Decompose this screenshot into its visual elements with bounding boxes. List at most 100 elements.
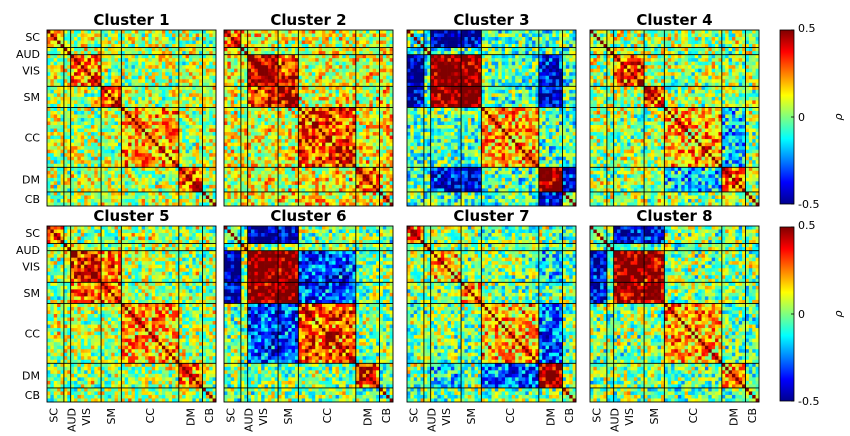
heatmap-cell (53, 40, 58, 45)
heatmap-cell (195, 37, 200, 41)
heatmap-cell (254, 114, 259, 119)
heatmap-cell (311, 58, 316, 63)
heatmap-cell (389, 167, 394, 172)
heatmap-cell (53, 128, 58, 133)
heatmap-cell (237, 128, 242, 133)
heatmap-cell (359, 149, 363, 154)
heatmap-cell (359, 198, 363, 203)
heatmap-cell (291, 128, 296, 133)
heatmap-cell (257, 128, 262, 133)
heatmap-cell (134, 121, 139, 126)
heatmap-cell (318, 61, 323, 66)
heatmap-cell (230, 96, 235, 101)
heatmap-cell (121, 125, 126, 129)
heatmap-cell (141, 110, 146, 115)
heatmap-cell (325, 156, 330, 161)
heatmap-cell (261, 163, 265, 168)
heatmap-cell (349, 167, 353, 172)
heatmap-cell (94, 107, 99, 112)
heatmap-cell (182, 72, 186, 77)
heatmap-cell (332, 170, 336, 175)
heatmap-cell (352, 107, 357, 112)
heatmap-cell (315, 65, 319, 70)
heatmap-cell (311, 100, 316, 105)
heatmap-cell (355, 146, 360, 151)
heatmap-cell (365, 160, 370, 165)
heatmap-cell (345, 33, 350, 38)
heatmap-cell (182, 156, 186, 161)
heatmap-cell (192, 202, 197, 207)
heatmap-cell (301, 65, 306, 70)
heatmap-cell (70, 167, 75, 172)
heatmap-cell (131, 142, 136, 147)
heatmap-cell (372, 184, 377, 189)
heatmap-cell (382, 68, 387, 73)
heatmap-cell (338, 79, 343, 84)
heatmap-cell (349, 30, 353, 34)
heatmap-cell (141, 118, 146, 122)
heatmap-cell (205, 149, 210, 154)
heatmap-cell (74, 79, 78, 84)
heatmap-cell (84, 118, 88, 122)
heatmap-cell (359, 33, 363, 38)
heatmap-cell (332, 135, 336, 140)
heatmap-cell (278, 61, 282, 66)
heatmap-cell (158, 107, 163, 112)
heatmap-cell (382, 149, 387, 154)
heatmap-cell (124, 128, 129, 133)
heatmap-cell (199, 93, 203, 98)
heatmap-cell (234, 89, 238, 94)
heatmap-cell (124, 188, 129, 193)
heatmap-cell (237, 51, 242, 55)
heatmap-cell (124, 44, 129, 48)
heatmap-cell (101, 163, 105, 168)
heatmap-cell (195, 160, 200, 165)
heatmap-cell (63, 114, 68, 119)
heatmap-cell (80, 65, 85, 70)
heatmap-cell (155, 96, 159, 101)
heatmap-cell (47, 96, 51, 101)
heatmap-cell (362, 149, 367, 154)
heatmap-cell (288, 202, 292, 207)
heatmap-cell (165, 51, 170, 55)
heatmap-cell (175, 86, 180, 91)
heatmap-cell (322, 96, 326, 101)
heatmap-cell (188, 107, 193, 112)
heatmap-cell (298, 198, 303, 203)
heatmap-cell (308, 40, 313, 45)
heatmap-cell (101, 58, 105, 63)
heatmap-cell (359, 188, 363, 193)
heatmap-cell (80, 51, 85, 55)
heatmap-cell (145, 44, 149, 48)
heatmap-cell (365, 33, 370, 38)
heatmap-cell (107, 167, 112, 172)
heatmap-cell (50, 132, 55, 136)
heatmap-cell (90, 37, 95, 41)
heatmap-cell (237, 153, 242, 158)
heatmap-cell (315, 184, 319, 189)
heatmap-cell (138, 93, 142, 98)
heatmap-cell (338, 191, 343, 196)
heatmap-cell (205, 156, 210, 161)
heatmap-cell (148, 135, 153, 140)
heatmap-cell (318, 37, 323, 41)
heatmap-cell (254, 65, 259, 70)
heatmap-cell (247, 61, 252, 66)
heatmap-cell (195, 202, 200, 207)
heatmap-cell (281, 96, 286, 101)
heatmap-cell (274, 149, 279, 154)
heatmap-cell (254, 51, 259, 55)
heatmap-cell (251, 110, 255, 115)
heatmap-cell (305, 54, 309, 59)
heatmap-cell (50, 160, 55, 165)
heatmap-cell (212, 142, 217, 147)
heatmap-cell (182, 135, 186, 140)
heatmap-cell (376, 82, 380, 87)
heatmap-cell (247, 170, 252, 175)
heatmap-cell (349, 174, 353, 179)
heatmap-cell (168, 93, 173, 98)
heatmap-cell (372, 72, 377, 77)
heatmap-cell (182, 65, 186, 70)
heatmap-cell (168, 174, 173, 179)
heatmap-cell (281, 107, 286, 112)
